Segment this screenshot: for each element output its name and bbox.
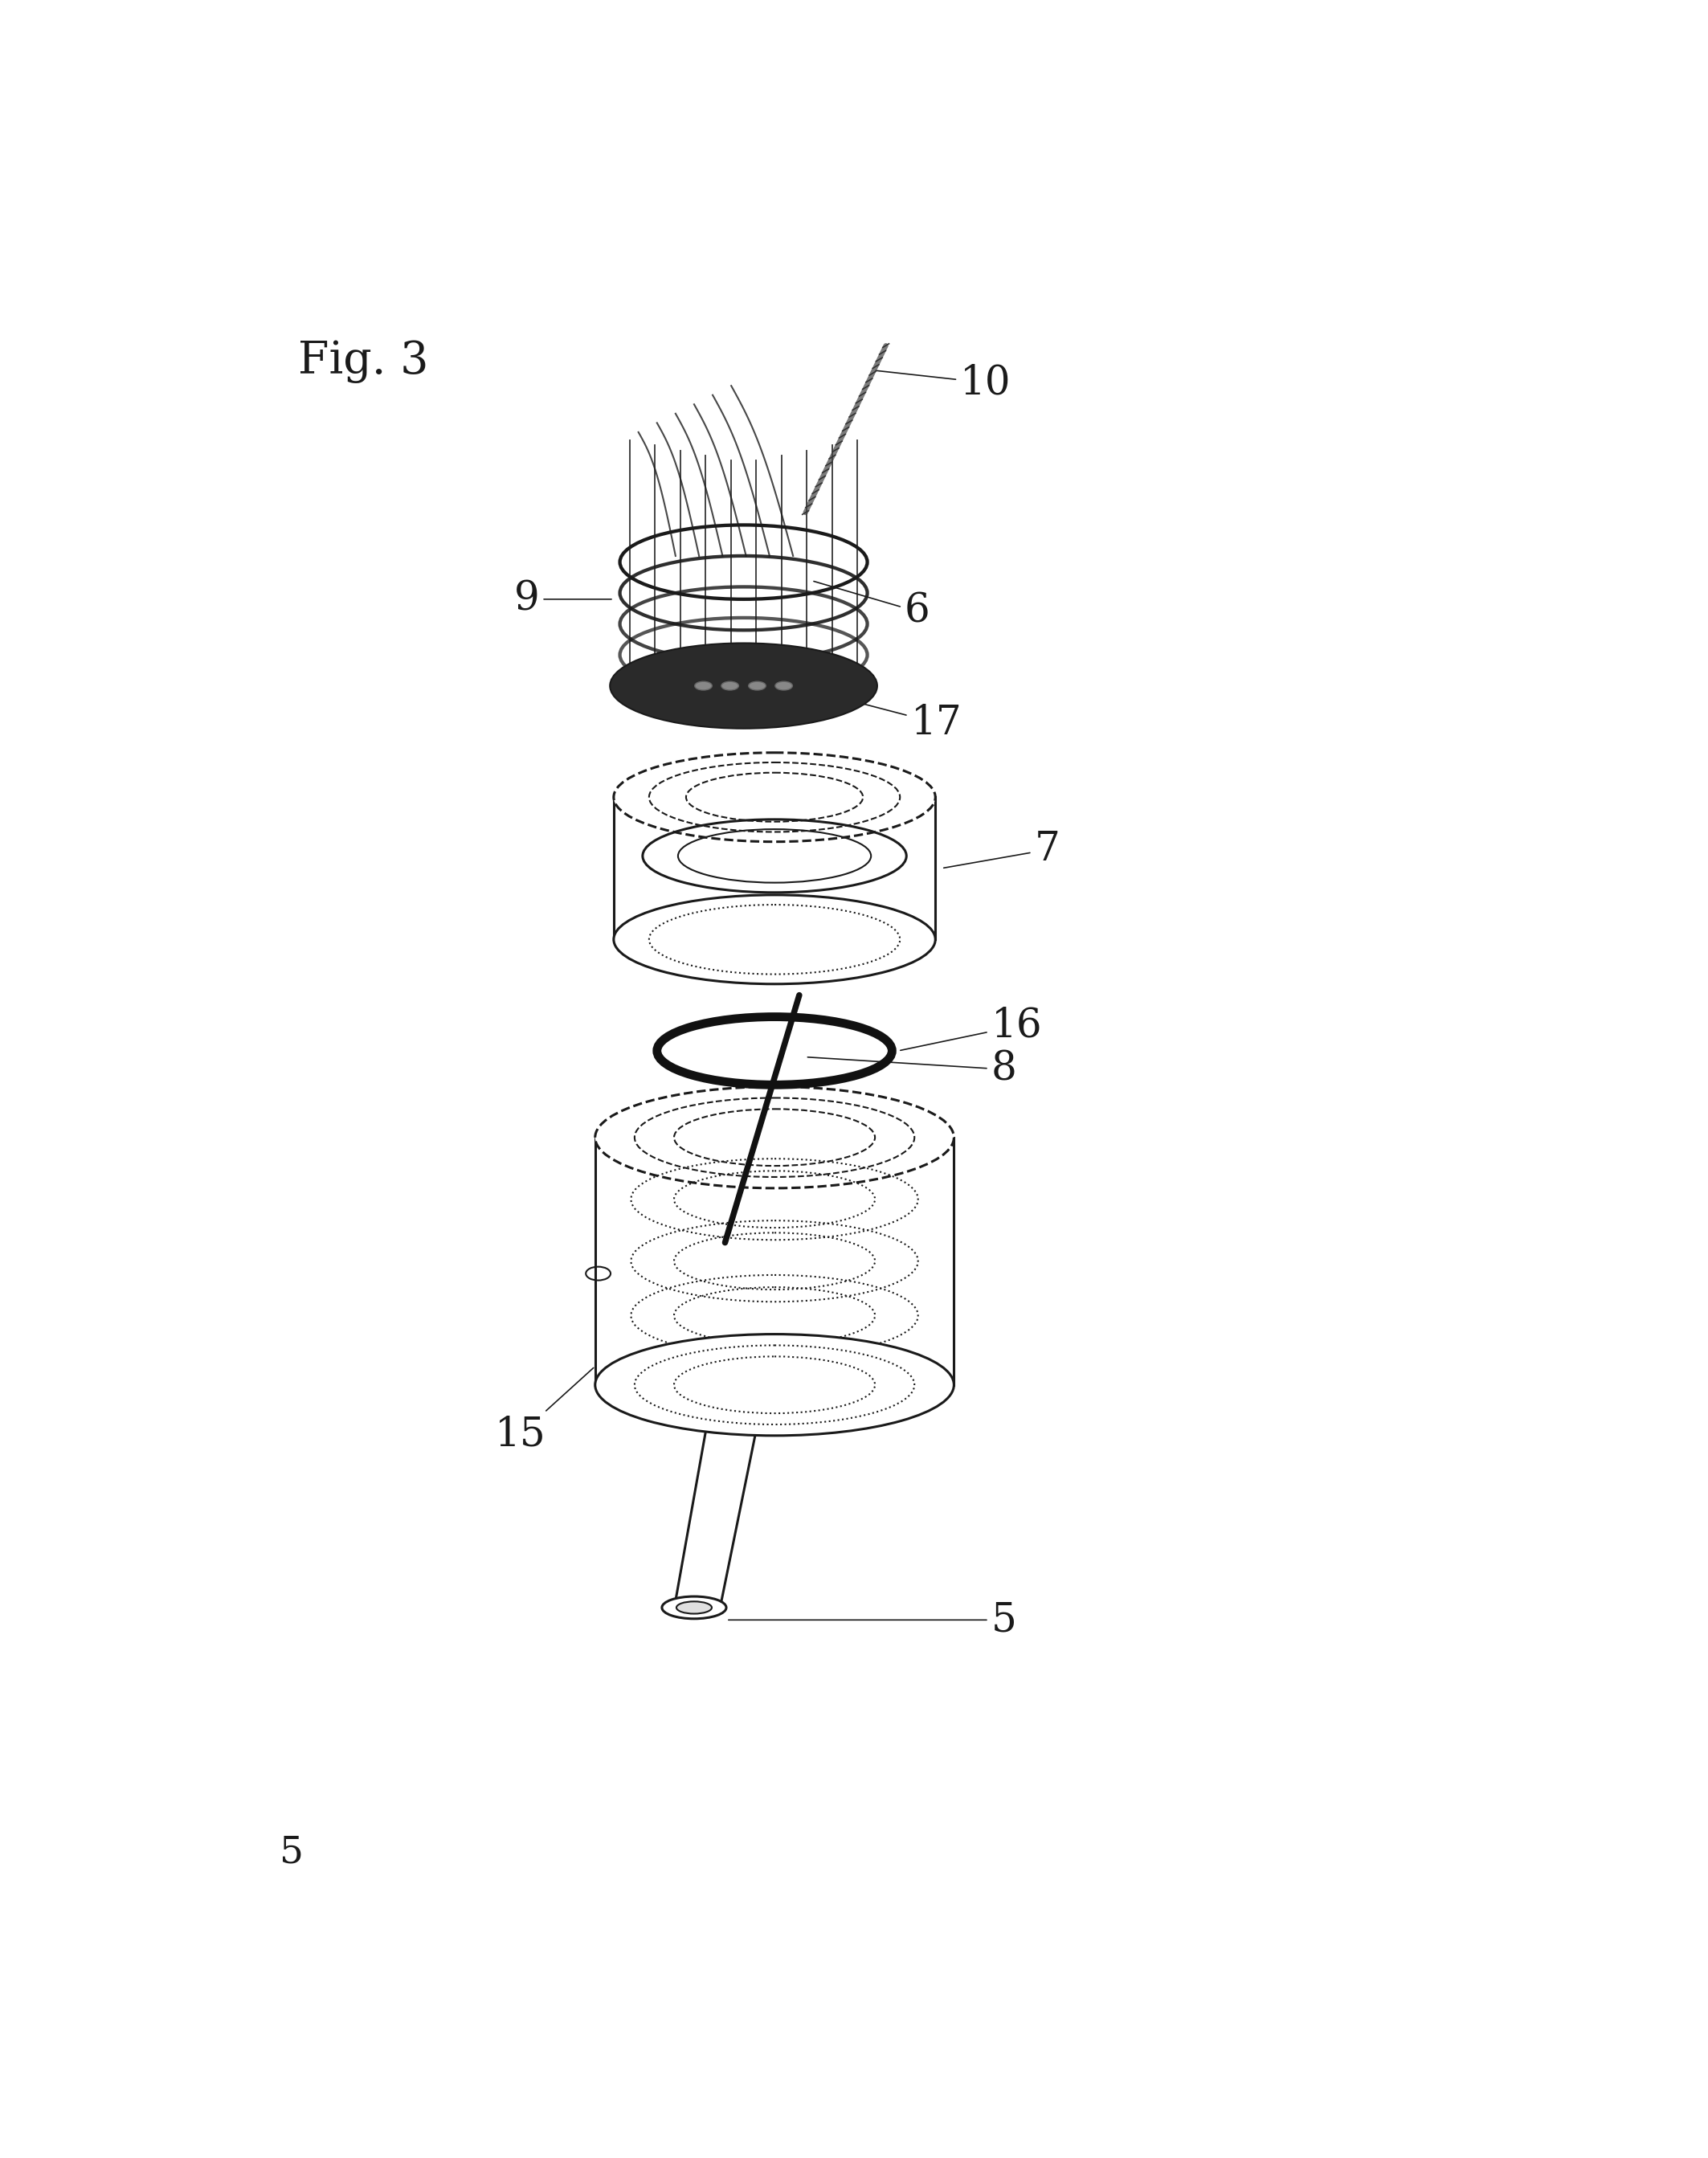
Ellipse shape (594, 1088, 953, 1189)
Text: 17: 17 (820, 693, 962, 742)
Text: 10: 10 (876, 363, 1011, 404)
Text: 5: 5 (280, 1834, 304, 1871)
Text: 9: 9 (514, 578, 611, 619)
Ellipse shape (613, 753, 936, 842)
Ellipse shape (663, 1597, 726, 1618)
Ellipse shape (721, 682, 738, 691)
Text: 8: 8 (808, 1049, 1016, 1090)
Text: 6: 6 (813, 581, 929, 632)
Text: 15: 15 (494, 1368, 593, 1454)
Ellipse shape (775, 682, 793, 691)
Ellipse shape (748, 682, 765, 691)
Ellipse shape (695, 682, 712, 691)
Ellipse shape (613, 896, 936, 984)
Text: 16: 16 (900, 1006, 1042, 1051)
Ellipse shape (610, 643, 878, 729)
Ellipse shape (676, 1601, 712, 1614)
Text: Fig. 3: Fig. 3 (299, 339, 429, 384)
Text: 5: 5 (729, 1599, 1016, 1640)
Ellipse shape (594, 1334, 953, 1435)
Text: 7: 7 (945, 831, 1061, 870)
